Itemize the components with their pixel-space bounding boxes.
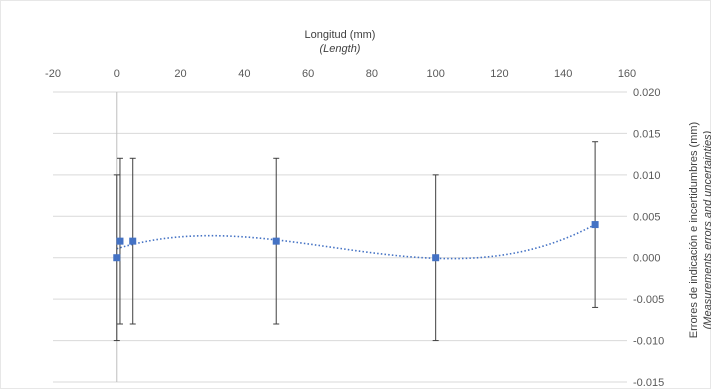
x-tick-label: 120	[490, 68, 508, 80]
x-tick-label: 60	[302, 68, 314, 80]
x-axis-subtitle: (Length)	[320, 43, 361, 55]
y-tick-label: 0.020	[633, 87, 661, 99]
data-point	[591, 221, 599, 229]
x-tick-label: 0	[114, 68, 120, 80]
x-tick-label: -20	[45, 68, 61, 80]
data-point	[129, 237, 137, 245]
y-tick-label: 0.000	[633, 253, 661, 265]
y-axis-title: Errores de indicación e incertidumbres (…	[688, 122, 700, 338]
data-point	[116, 237, 124, 245]
x-tick-label: 80	[366, 68, 378, 80]
x-tick-label: 140	[554, 68, 572, 80]
trend-layer	[116, 223, 596, 260]
data-point	[272, 237, 280, 245]
y-tick-label: 0.015	[633, 128, 661, 140]
trendline	[116, 223, 596, 260]
label-layer: -0.015 -0.010 -0.005 0.000 0.005 0.010 0.015 0.…	[45, 68, 664, 389]
data-point	[432, 254, 440, 262]
point-layer	[113, 221, 599, 262]
data-point	[113, 254, 121, 262]
x-tick-label: 20	[174, 68, 186, 80]
x-tick-label: 40	[238, 68, 250, 80]
x-tick-label: 160	[618, 68, 636, 80]
x-axis-title: Longitud (mm)	[305, 29, 376, 41]
y-axis-subtitle: (Measurements errors and uncertainties)	[702, 130, 711, 329]
grid-layer	[53, 91, 627, 383]
y-tick-label: -0.015	[633, 377, 664, 389]
y-tick-label: 0.010	[633, 170, 661, 182]
y-tick-label: -0.005	[633, 294, 664, 306]
y-tick-label: -0.010	[633, 336, 664, 348]
y-tick-label: 0.005	[633, 211, 661, 223]
x-tick-label: 100	[426, 68, 444, 80]
